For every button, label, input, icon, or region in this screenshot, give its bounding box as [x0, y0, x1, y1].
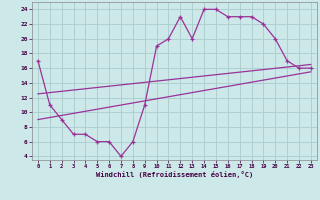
X-axis label: Windchill (Refroidissement éolien,°C): Windchill (Refroidissement éolien,°C): [96, 171, 253, 178]
